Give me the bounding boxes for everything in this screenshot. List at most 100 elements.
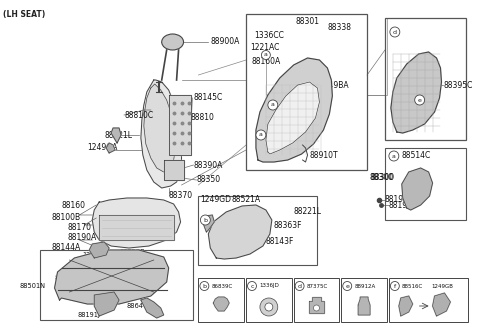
Text: 88910T: 88910T <box>310 151 338 159</box>
Text: 88363F: 88363F <box>274 220 302 230</box>
Circle shape <box>313 305 320 311</box>
Text: 88900A: 88900A <box>210 37 240 47</box>
Ellipse shape <box>162 34 183 50</box>
Circle shape <box>256 130 266 140</box>
Polygon shape <box>204 215 214 232</box>
Circle shape <box>268 100 278 110</box>
Text: e: e <box>345 283 349 289</box>
Bar <box>40 250 193 320</box>
Circle shape <box>265 303 273 311</box>
Circle shape <box>201 215 210 225</box>
Polygon shape <box>358 297 370 315</box>
Text: 88195B: 88195B <box>385 195 414 204</box>
Text: 88516C: 88516C <box>402 283 423 289</box>
Text: a: a <box>271 102 275 108</box>
Polygon shape <box>141 298 164 318</box>
Text: 88505TA: 88505TA <box>129 260 158 266</box>
Text: 88121L: 88121L <box>104 131 132 139</box>
Text: 88810C: 88810C <box>124 111 153 119</box>
Text: c: c <box>250 283 254 289</box>
Circle shape <box>343 281 352 291</box>
Text: 88301: 88301 <box>296 17 320 27</box>
Text: 88350: 88350 <box>196 175 220 184</box>
Text: 1249GD: 1249GD <box>201 195 231 204</box>
Text: 88145C: 88145C <box>193 93 223 102</box>
Text: 88191J: 88191J <box>77 312 100 318</box>
Circle shape <box>248 281 256 291</box>
Text: (LH SEAT): (LH SEAT) <box>3 10 45 19</box>
Text: 88357B: 88357B <box>119 249 144 255</box>
Polygon shape <box>213 297 229 311</box>
Circle shape <box>415 95 425 105</box>
Text: b: b <box>204 217 207 222</box>
Text: f: f <box>394 283 396 289</box>
Bar <box>198 196 317 265</box>
Text: 88514C: 88514C <box>402 152 431 160</box>
Text: 88647: 88647 <box>127 303 148 309</box>
Text: 88810: 88810 <box>191 113 215 121</box>
Circle shape <box>200 281 209 291</box>
Bar <box>389 278 468 322</box>
Polygon shape <box>111 128 121 143</box>
Circle shape <box>262 51 270 59</box>
Bar <box>385 18 466 140</box>
Text: 88501N: 88501N <box>20 283 46 289</box>
Circle shape <box>390 27 400 37</box>
Text: 88395C: 88395C <box>444 80 473 90</box>
Polygon shape <box>141 80 181 188</box>
Polygon shape <box>89 242 109 258</box>
Text: 88144A: 88144A <box>51 242 81 252</box>
Circle shape <box>260 298 278 316</box>
Text: 88100B: 88100B <box>51 214 81 222</box>
Text: 88221L: 88221L <box>294 208 322 216</box>
Text: 88190A: 88190A <box>68 233 96 241</box>
Polygon shape <box>432 293 450 316</box>
Text: 1336JD: 1336JD <box>259 283 279 289</box>
Polygon shape <box>402 168 432 210</box>
Text: 1241AA: 1241AA <box>129 269 155 275</box>
Text: 86839C: 86839C <box>211 283 233 289</box>
Bar <box>341 278 387 322</box>
Text: 88390A: 88390A <box>193 160 223 170</box>
Bar <box>294 278 339 322</box>
Polygon shape <box>55 250 168 304</box>
Text: 1336CC: 1336CC <box>254 31 284 40</box>
Text: a: a <box>392 154 396 158</box>
Bar <box>246 14 367 170</box>
Bar <box>246 278 292 322</box>
Text: a: a <box>264 52 268 57</box>
Polygon shape <box>309 297 324 313</box>
Text: 88300: 88300 <box>369 174 393 182</box>
Polygon shape <box>164 160 183 180</box>
Text: 88170: 88170 <box>68 223 92 233</box>
Polygon shape <box>168 95 192 155</box>
Text: 88300: 88300 <box>370 174 394 182</box>
Text: 87375C: 87375C <box>307 283 328 289</box>
Text: 88160A: 88160A <box>252 57 281 67</box>
Text: 88338: 88338 <box>327 24 351 32</box>
Text: 88160: 88160 <box>61 200 85 210</box>
Text: 88521A: 88521A <box>231 195 260 204</box>
Polygon shape <box>94 292 119 316</box>
Text: d: d <box>393 30 397 34</box>
Polygon shape <box>144 84 176 172</box>
Text: 88370: 88370 <box>168 191 193 199</box>
Bar <box>198 278 244 322</box>
Text: b: b <box>203 283 206 289</box>
Polygon shape <box>106 143 115 153</box>
Text: 1249GB: 1249GB <box>432 283 454 289</box>
Text: 1241AA: 1241AA <box>83 252 108 258</box>
Text: 1221AC: 1221AC <box>250 44 279 52</box>
Polygon shape <box>92 198 180 248</box>
Circle shape <box>295 281 304 291</box>
Circle shape <box>390 281 399 291</box>
Polygon shape <box>266 82 320 154</box>
Text: 88912A: 88912A <box>354 283 375 289</box>
Text: e: e <box>418 97 421 102</box>
Polygon shape <box>256 58 332 162</box>
Polygon shape <box>399 296 413 316</box>
Text: a: a <box>259 133 263 137</box>
Text: 1249GA: 1249GA <box>87 144 118 153</box>
Text: 88195B: 88195B <box>389 200 418 210</box>
Text: d: d <box>298 283 301 289</box>
